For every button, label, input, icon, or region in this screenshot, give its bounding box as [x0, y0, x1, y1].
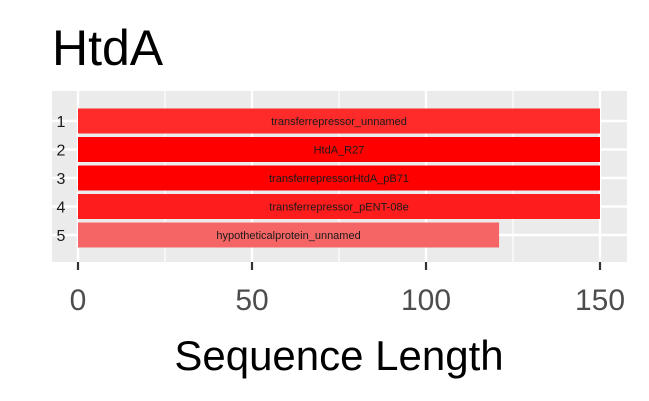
x-tick-label: 0: [70, 284, 87, 317]
bar: [78, 108, 600, 134]
x-axis-ticks: 0 50 100 150: [70, 262, 625, 317]
bar: [78, 165, 600, 191]
x-tick-label: 150: [575, 284, 625, 317]
y-tick-label: 2: [57, 143, 66, 160]
y-tick-label: 3: [57, 171, 66, 188]
x-tick-label: 50: [235, 284, 268, 317]
bar: [78, 137, 600, 162]
y-axis-ticks: 1 2 3 4 5: [57, 114, 66, 245]
bar-label: transferrepressor_pENT-08e: [269, 202, 408, 214]
bar-label: hypotheticalprotein_unnamed: [216, 230, 360, 242]
y-tick-label: 1: [57, 114, 66, 131]
x-axis-label: Sequence Length: [174, 332, 503, 379]
bar: [78, 194, 600, 219]
y-tick-label: 5: [57, 228, 66, 245]
bar-label: HtdA_R27: [314, 145, 365, 157]
chart-title: HtdA: [52, 20, 164, 76]
bars: [78, 108, 600, 248]
bar: [78, 222, 500, 248]
bar-labels: transferrepressor_unnamed HtdA_R27transfe…: [216, 116, 409, 242]
bar-label: transferrepressorHtdA_pB71: [269, 173, 409, 185]
bar-label: transferrepressor_unnamed: [271, 116, 407, 128]
x-tick-label: 100: [401, 284, 451, 317]
y-tick-label: 4: [57, 200, 66, 217]
